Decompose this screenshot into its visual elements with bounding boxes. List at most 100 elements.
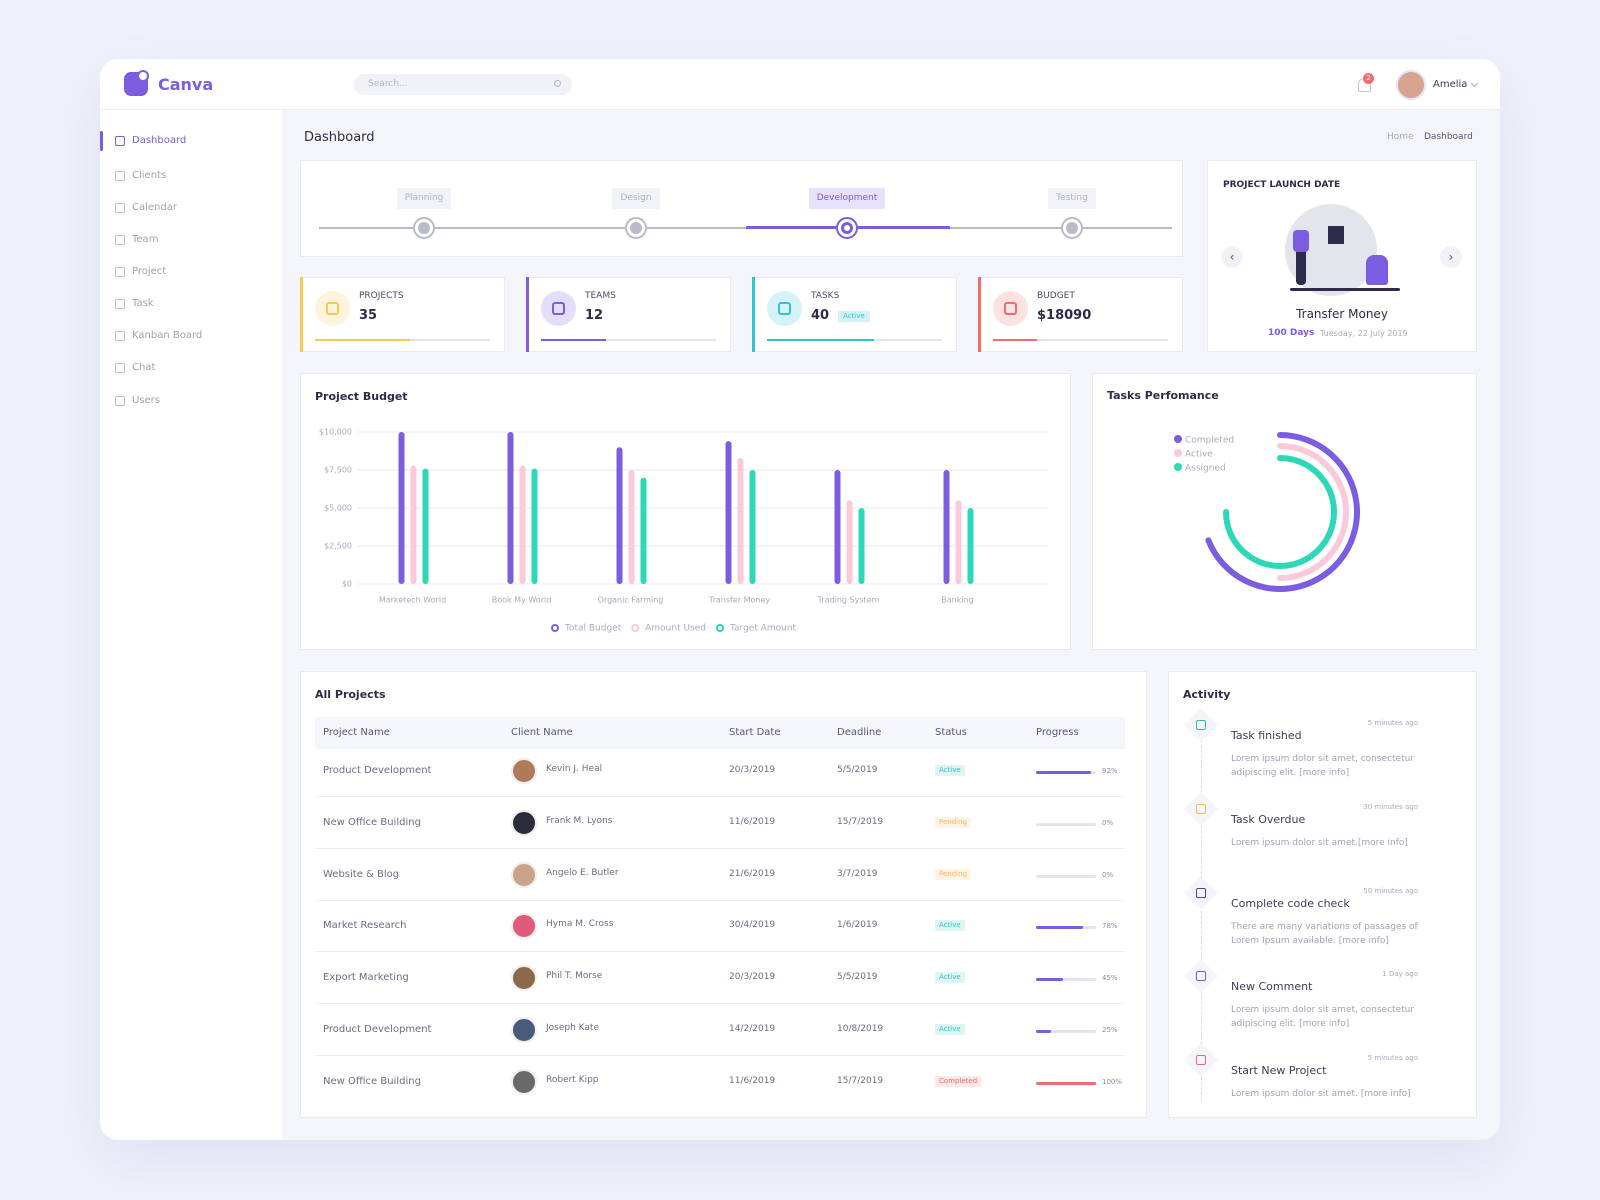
bar xyxy=(398,432,405,584)
nav-item[interactable]: Dashboard xyxy=(132,135,187,146)
illustration-person xyxy=(1296,230,1306,285)
nav-item[interactable]: Team xyxy=(132,234,159,245)
cell-start: 14/2/2019 xyxy=(729,1024,776,1034)
launch-name: Transfer Money xyxy=(1296,307,1388,321)
stat-bar xyxy=(541,339,606,341)
table-header: Project Name xyxy=(323,727,390,738)
breadcrumb-home[interactable]: Home xyxy=(1387,132,1414,142)
table-title: All Projects xyxy=(315,688,386,701)
stage-node-core xyxy=(1066,222,1078,234)
nav-item[interactable]: Project xyxy=(132,266,167,277)
launch-days: 100 Days xyxy=(1268,328,1315,338)
legend-marker xyxy=(1174,435,1182,443)
stat-label: PROJECTS xyxy=(359,291,404,301)
stat-accent xyxy=(526,277,529,352)
stat-accent xyxy=(752,277,755,352)
row-divider xyxy=(315,951,1125,952)
progress-label: 92% xyxy=(1102,767,1118,775)
nav-item[interactable]: Task xyxy=(132,298,154,309)
activity-time: 50 minutes ago xyxy=(1363,887,1418,895)
client-avatar xyxy=(511,913,537,939)
nav-item[interactable]: Chat xyxy=(132,362,156,373)
next-button[interactable]: › xyxy=(1440,246,1462,268)
nav-icon xyxy=(115,299,125,309)
nav-item[interactable]: Calendar xyxy=(132,202,177,213)
nav-icon xyxy=(115,171,125,181)
bar xyxy=(725,441,732,584)
sidebar xyxy=(100,110,282,1140)
activity-item-title: Complete code check xyxy=(1231,897,1350,910)
stage-label: Testing xyxy=(1032,185,1112,209)
progress-bar xyxy=(1036,978,1063,981)
stage-pill: Design xyxy=(612,188,660,209)
search-placeholder: Search... xyxy=(368,79,408,89)
status-badge: Active xyxy=(935,972,965,983)
stat-icon xyxy=(541,291,576,326)
cell-client: Robert Kipp xyxy=(546,1075,599,1085)
status-badge: Active xyxy=(935,1024,965,1035)
y-tick-label: $0 xyxy=(342,580,352,589)
legend-marker xyxy=(1174,463,1182,471)
nav-item[interactable]: Clients xyxy=(132,170,167,181)
legend-label: Total Budget xyxy=(564,624,622,634)
stat-icon-glyph xyxy=(778,302,791,315)
stepper-track xyxy=(319,227,1172,229)
cell-deadline: 3/7/2019 xyxy=(837,869,878,879)
status-badge: Active xyxy=(935,920,965,931)
stage-label: Planning xyxy=(384,185,464,209)
bar xyxy=(616,447,623,584)
page-title: Dashboard xyxy=(304,130,375,145)
chart-title: Tasks Perfomance xyxy=(1107,389,1219,402)
search-box[interactable]: Search... xyxy=(354,74,572,95)
y-tick-label: $5,000 xyxy=(324,504,352,513)
status-badge: Pending xyxy=(935,869,971,880)
launch-date: Tuesday, 22 July 2019 xyxy=(1320,329,1408,338)
cell-project: New Office Building xyxy=(323,817,421,828)
nav-item[interactable]: Kanban Board xyxy=(132,330,203,341)
cell-client: Hyma M. Cross xyxy=(546,919,614,929)
progress-bar xyxy=(1036,771,1092,774)
x-tick-label: Marketech World xyxy=(379,596,446,605)
client-avatar xyxy=(511,965,537,991)
progress-bar xyxy=(1036,926,1083,929)
radial-arc xyxy=(1277,443,1349,581)
user-name[interactable]: Amelia xyxy=(1433,79,1468,90)
prev-button[interactable]: ‹ xyxy=(1221,246,1243,268)
stat-track xyxy=(993,339,1168,341)
stat-value: 12 xyxy=(585,308,604,323)
activity-text[interactable]: Lorem ipsum dolor sit amet.[more info] xyxy=(1231,838,1408,848)
row-divider xyxy=(315,1003,1125,1004)
x-tick-label: Book My World xyxy=(492,596,552,605)
illustration-person-top xyxy=(1293,230,1309,252)
activity-item-title: Task finished xyxy=(1231,729,1302,742)
bar xyxy=(834,470,841,584)
bar xyxy=(531,468,538,584)
bar xyxy=(967,508,974,584)
user-avatar[interactable] xyxy=(1396,70,1426,100)
activity-text[interactable]: Lorem ipsum dolor sit amet. [more info] xyxy=(1231,1089,1411,1099)
activity-text[interactable]: Lorem ipsum dolor sit amet, consectetur … xyxy=(1231,1005,1415,1029)
cell-start: 20/3/2019 xyxy=(729,972,776,982)
progress-label: 25% xyxy=(1102,1026,1118,1034)
legend-label: Assigned xyxy=(1185,464,1226,474)
stage-node-core xyxy=(418,222,430,234)
timeline-icon xyxy=(1196,971,1206,981)
tasks-chart: Tasks Perfomance Completed Active Assigned xyxy=(1107,389,1360,592)
timeline-icon xyxy=(1196,888,1206,898)
bar xyxy=(507,432,514,584)
stat-label: TASKS xyxy=(811,291,840,301)
stat-bar xyxy=(767,339,874,341)
status-badge: Completed xyxy=(935,1076,982,1087)
stat-icon-glyph xyxy=(552,302,565,315)
chart-title: Project Budget xyxy=(315,390,408,403)
activity-text[interactable]: There are many variations of passages of… xyxy=(1231,922,1418,946)
illustration-floor xyxy=(1290,288,1400,291)
activity-title: Activity xyxy=(1183,688,1231,701)
cell-start: 30/4/2019 xyxy=(729,920,776,930)
bar xyxy=(955,500,962,584)
timeline-icon xyxy=(1196,1055,1206,1065)
nav-item[interactable]: Users xyxy=(132,395,161,406)
stage-node-core xyxy=(841,222,853,234)
activity-text[interactable]: Lorem ipsum dolor sit amet, consectetur … xyxy=(1231,754,1415,778)
row-divider xyxy=(315,900,1125,901)
